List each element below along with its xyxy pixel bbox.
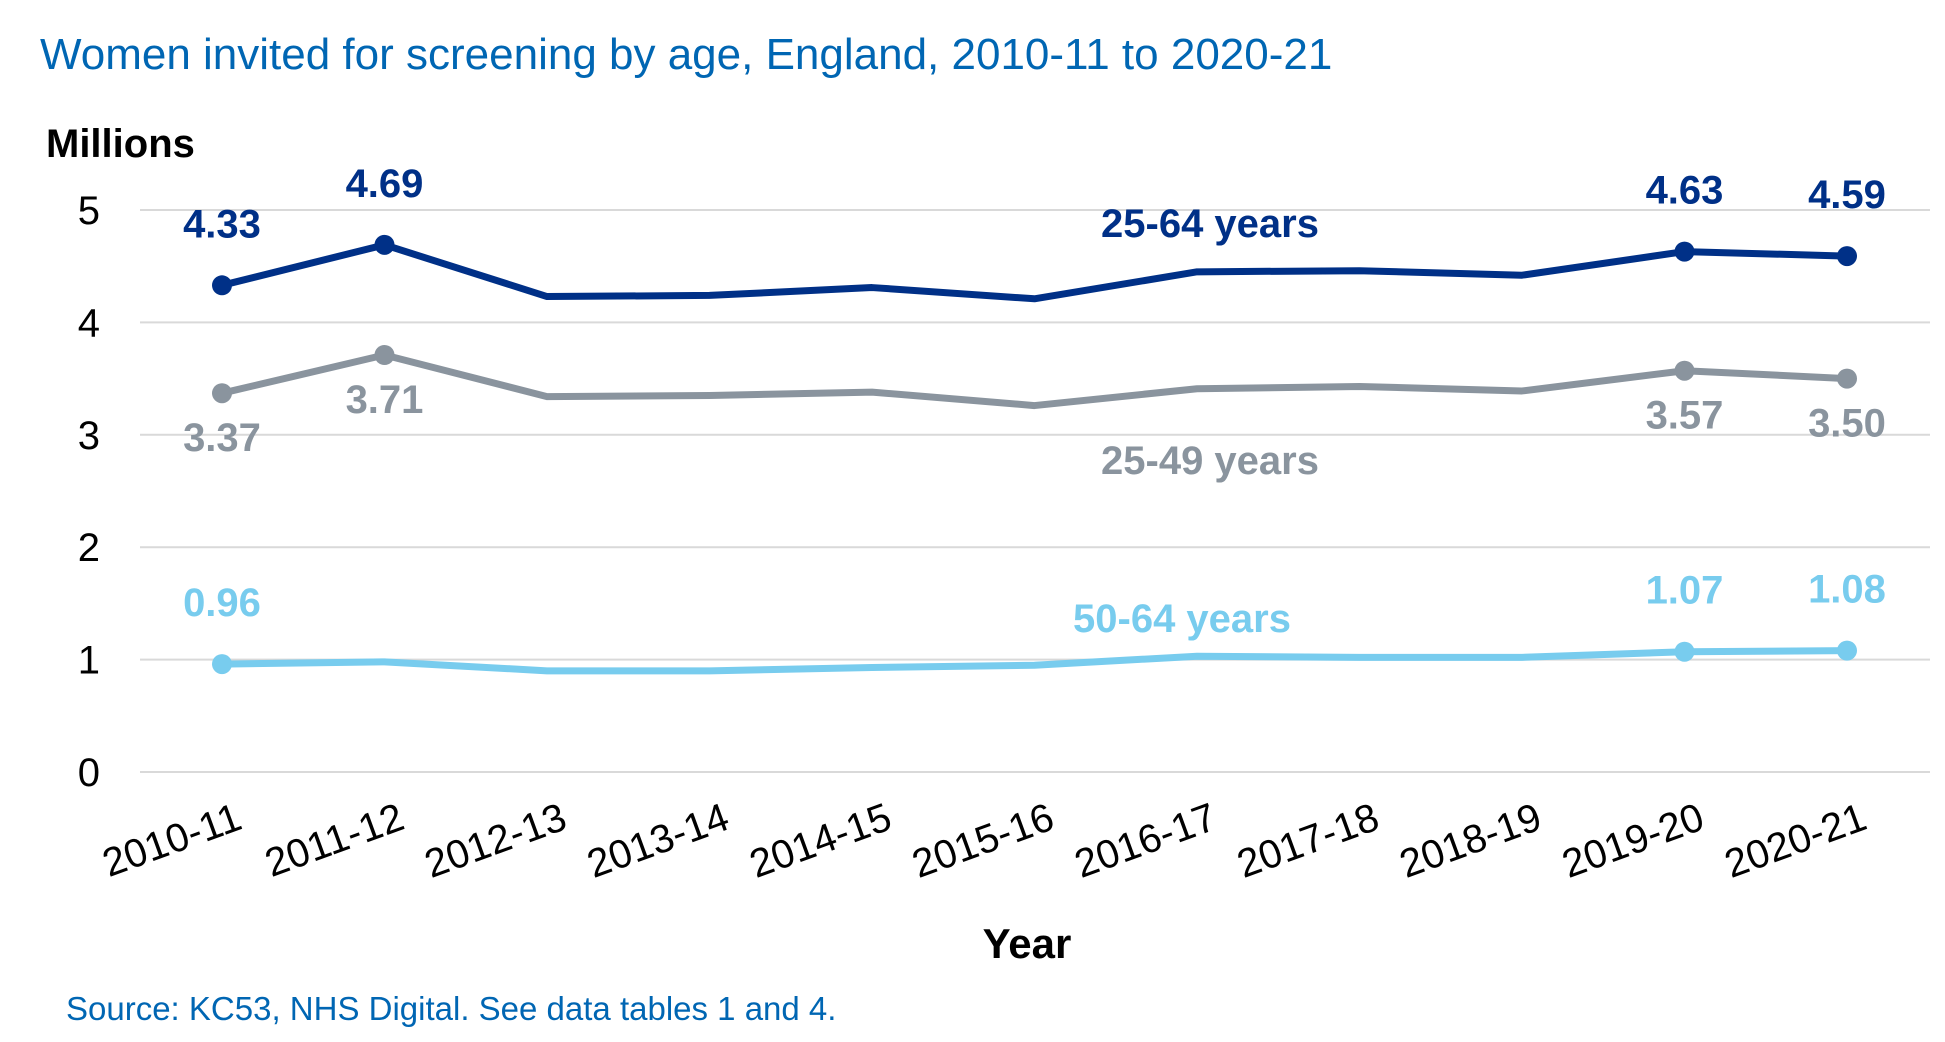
x-tick-2019-20: 2019-20 xyxy=(1557,795,1710,887)
data-point-25-49-years-10 xyxy=(1837,368,1857,389)
data-point-25-64-years-1 xyxy=(374,234,395,255)
series-line-25-64-years xyxy=(218,241,1851,303)
data-point-25-64-years-10 xyxy=(1837,246,1857,267)
data-label-25-49-years-1: 3.71 xyxy=(346,378,424,422)
y-axis-label: Millions xyxy=(46,122,195,166)
data-point-50-64-years-10 xyxy=(1837,640,1857,661)
data-point-25-64-years-0 xyxy=(212,275,232,296)
x-tick-2020-21: 2020-21 xyxy=(1719,795,1872,887)
y-tick-2: 2 xyxy=(78,526,100,570)
series-name-25-64-years: 25-64 years xyxy=(1101,202,1319,246)
data-label-25-49-years-0: 3.37 xyxy=(183,416,261,460)
x-tick-2017-18: 2017-18 xyxy=(1232,795,1385,887)
data-labels: 4.33 4.69 4.63 4.59 25-64 years 3.37 3.71 3.57 3… xyxy=(183,162,1886,641)
x-tick-2013-14: 2013-14 xyxy=(582,795,735,887)
data-label-50-64-years-10: 1.08 xyxy=(1808,568,1886,612)
x-tick-2011-12: 2011-12 xyxy=(259,795,409,886)
x-tick-2015-16: 2015-16 xyxy=(907,795,1060,887)
data-label-25-64-years-0: 4.33 xyxy=(183,202,261,246)
data-label-25-49-years-9: 3.57 xyxy=(1646,394,1724,438)
data-label-25-49-years-10: 3.50 xyxy=(1808,402,1886,446)
x-axis-label: Year xyxy=(983,920,1072,967)
x-tick-2018-19: 2018-19 xyxy=(1394,795,1547,887)
series-line-50-64-years xyxy=(218,647,1851,675)
y-tick-0: 0 xyxy=(78,751,100,795)
data-point-50-64-years-0 xyxy=(212,654,232,675)
data-label-25-64-years-9: 4.63 xyxy=(1646,169,1724,213)
data-point-50-64-years-9 xyxy=(1674,641,1695,662)
data-label-50-64-years-9: 1.07 xyxy=(1646,569,1724,613)
series-line-25-49-years xyxy=(218,351,1851,410)
chart-title: Women invited for screening by age, Engl… xyxy=(40,30,1333,79)
x-tick-2010-11: 2010-11 xyxy=(97,795,247,886)
y-tick-labels: 0 1 2 3 4 5 xyxy=(78,189,100,795)
data-label-25-64-years-1: 4.69 xyxy=(346,162,424,206)
gridlines xyxy=(140,209,1930,773)
data-point-25-64-years-9 xyxy=(1674,241,1695,262)
x-tick-2014-15: 2014-15 xyxy=(744,795,897,887)
source-note: Source: KC53, NHS Digital. See data tabl… xyxy=(66,990,837,1027)
x-tick-2016-17: 2016-17 xyxy=(1069,795,1222,887)
data-label-25-64-years-10: 4.59 xyxy=(1808,173,1886,217)
y-tick-3: 3 xyxy=(78,414,100,458)
data-point-25-49-years-1 xyxy=(374,344,395,365)
series-lines xyxy=(212,234,1857,675)
series-name-50-64-years: 50-64 years xyxy=(1073,597,1291,641)
y-tick-1: 1 xyxy=(78,639,100,683)
series-name-25-49-years: 25-49 years xyxy=(1101,439,1319,483)
data-label-50-64-years-0: 0.96 xyxy=(183,581,261,625)
x-tick-2012-13: 2012-13 xyxy=(419,795,572,887)
x-tick-labels: 2010-11 2011-12 2012-13 2013-14 2014-15 2015-… xyxy=(97,795,1872,887)
y-tick-5: 5 xyxy=(78,189,100,233)
y-tick-4: 4 xyxy=(78,301,100,345)
data-point-25-49-years-9 xyxy=(1674,360,1695,381)
data-point-25-49-years-0 xyxy=(212,383,232,404)
